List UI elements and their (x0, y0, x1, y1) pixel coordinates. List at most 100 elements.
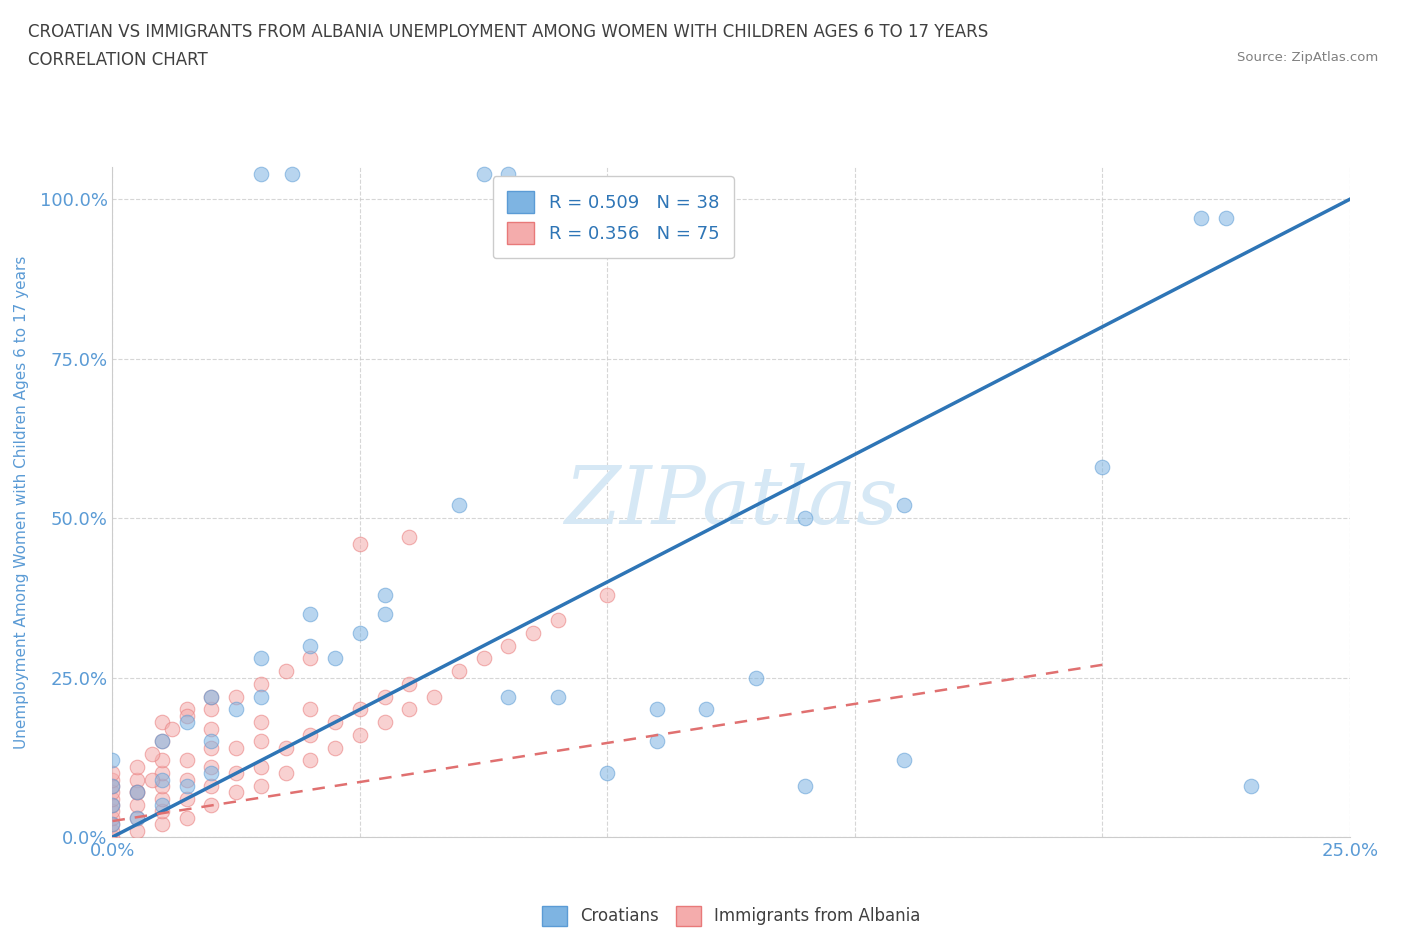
Point (101, 785, 124, 800)
Point (101, 798, 124, 813)
Point (374, 715, 396, 730)
Point (176, 791, 198, 806)
Point (141, 747, 163, 762)
Point (522, 626, 544, 641)
Point (274, 664, 297, 679)
Point (127, 798, 149, 813)
Point (498, 166, 520, 181)
Text: CROATIAN VS IMMIGRANTS FROM ALBANIA UNEMPLOYMENT AMONG WOMEN WITH CHILDREN AGES : CROATIAN VS IMMIGRANTS FROM ALBANIA UNEM… (28, 23, 988, 41)
Point (127, 785, 149, 800)
Point (423, 689, 446, 704)
Point (250, 676, 273, 691)
Point (447, 498, 470, 512)
Point (695, 702, 717, 717)
Point (101, 804, 124, 819)
Point (200, 798, 222, 813)
Point (250, 715, 273, 730)
Point (101, 753, 124, 768)
Point (176, 715, 198, 730)
Point (498, 689, 520, 704)
Point (150, 715, 173, 730)
Point (250, 760, 273, 775)
Point (349, 537, 371, 551)
Point (101, 830, 124, 844)
Point (299, 702, 322, 717)
Point (398, 676, 420, 691)
Point (127, 785, 149, 800)
Point (150, 817, 173, 831)
Point (398, 702, 420, 717)
Point (150, 753, 173, 768)
Point (225, 740, 247, 755)
Legend: Croatians, Immigrants from Albania: Croatians, Immigrants from Albania (536, 899, 927, 930)
Point (645, 702, 668, 717)
Point (176, 772, 198, 787)
Point (274, 740, 297, 755)
Point (150, 798, 173, 813)
Point (200, 689, 222, 704)
Point (101, 817, 124, 831)
Point (176, 753, 198, 768)
Point (225, 702, 247, 717)
Point (225, 765, 247, 780)
Text: Source: ZipAtlas.com: Source: ZipAtlas.com (1237, 51, 1378, 64)
Point (176, 778, 198, 793)
Point (472, 166, 495, 181)
Point (160, 721, 183, 736)
Point (101, 772, 124, 787)
Point (150, 765, 173, 780)
Point (176, 709, 198, 724)
Point (1215, 211, 1237, 226)
Point (101, 823, 124, 838)
Point (127, 810, 149, 825)
Point (250, 734, 273, 749)
Point (200, 740, 222, 755)
Point (127, 823, 149, 838)
Point (200, 689, 222, 704)
Text: ZIPatlas: ZIPatlas (564, 463, 898, 541)
Point (127, 760, 149, 775)
Point (596, 587, 619, 602)
Point (794, 511, 817, 525)
Point (176, 810, 198, 825)
Point (893, 498, 915, 512)
Point (299, 753, 322, 768)
Point (200, 702, 222, 717)
Point (794, 778, 817, 793)
Point (323, 740, 346, 755)
Point (101, 778, 124, 793)
Point (101, 810, 124, 825)
Point (299, 606, 322, 621)
Point (141, 772, 163, 787)
Point (349, 702, 371, 717)
Point (547, 689, 569, 704)
Point (745, 671, 768, 685)
Point (250, 689, 273, 704)
Point (893, 753, 915, 768)
Point (176, 702, 198, 717)
Point (101, 791, 124, 806)
Text: CORRELATION CHART: CORRELATION CHART (28, 51, 208, 69)
Point (225, 785, 247, 800)
Point (150, 791, 173, 806)
Point (150, 778, 173, 793)
Point (127, 810, 149, 825)
Y-axis label: Unemployment Among Women with Children Ages 6 to 17 years: Unemployment Among Women with Children A… (14, 256, 28, 749)
Point (447, 664, 470, 679)
Point (200, 734, 222, 749)
Point (200, 778, 222, 793)
Point (1189, 211, 1212, 226)
Point (349, 727, 371, 742)
Point (374, 606, 396, 621)
Point (1091, 459, 1114, 474)
Point (200, 760, 222, 775)
Point (200, 765, 222, 780)
Point (250, 778, 273, 793)
Point (274, 765, 297, 780)
Point (250, 651, 273, 666)
Point (150, 734, 173, 749)
Point (472, 651, 495, 666)
Point (200, 721, 222, 736)
Point (374, 689, 396, 704)
Point (127, 785, 149, 800)
